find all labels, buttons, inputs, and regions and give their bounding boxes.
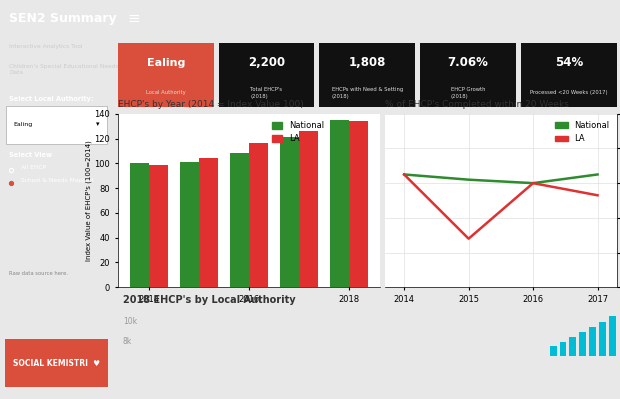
Bar	[580, 332, 587, 356]
Text: Select Local Authority:: Select Local Authority:	[9, 96, 94, 102]
Text: 54%: 54%	[555, 56, 583, 69]
Bar	[609, 316, 616, 356]
FancyBboxPatch shape	[4, 339, 108, 387]
Bar	[521, 43, 617, 107]
Text: Ealing: Ealing	[146, 58, 185, 68]
Text: 1,808: 1,808	[348, 56, 386, 69]
LA	[465, 236, 472, 241]
Text: SEN2 Summary: SEN2 Summary	[9, 12, 117, 26]
Bar	[130, 163, 149, 287]
Bar	[330, 120, 349, 287]
National	[401, 172, 408, 177]
Text: 2,200: 2,200	[248, 56, 285, 69]
Text: SOCIAL KEMISTRI  ♥: SOCIAL KEMISTRI ♥	[12, 359, 100, 367]
Bar	[149, 164, 168, 287]
Text: All EHCP: All EHCP	[20, 165, 46, 170]
Text: School & Needs Mapped: School & Needs Mapped	[20, 178, 93, 183]
LA	[594, 193, 601, 198]
Bar	[570, 337, 577, 356]
Legend: National, LA: National, LA	[268, 118, 327, 147]
Text: Children's Special Educational Needs
Data: Children's Special Educational Needs Dat…	[9, 64, 119, 75]
Text: EHCPs with Need & Setting
(2018): EHCPs with Need & Setting (2018)	[332, 87, 403, 99]
Text: 7.06%: 7.06%	[448, 56, 489, 69]
Line: National: National	[404, 174, 598, 183]
LA	[401, 172, 408, 177]
Y-axis label: Index Value of EHCP's (100=2014): Index Value of EHCP's (100=2014)	[85, 140, 92, 261]
Bar	[118, 43, 214, 107]
Text: Processed <20 Weeks (2017): Processed <20 Weeks (2017)	[530, 91, 608, 95]
Bar	[219, 43, 314, 107]
Text: ▾: ▾	[96, 121, 100, 128]
Text: Local Authority: Local Authority	[146, 91, 185, 95]
Bar	[280, 137, 299, 287]
Text: Ealing: Ealing	[14, 122, 33, 127]
Text: Total EHCP's
(2018): Total EHCP's (2018)	[250, 87, 283, 99]
Text: Select View: Select View	[9, 152, 52, 158]
Legend: National, LA: National, LA	[552, 118, 613, 147]
Bar	[319, 43, 415, 107]
Bar	[349, 121, 368, 287]
Text: % of EHCP's Completed within 20 Weeks: % of EHCP's Completed within 20 Weeks	[385, 100, 569, 109]
Line: LA: LA	[404, 174, 598, 239]
National	[529, 181, 537, 186]
FancyBboxPatch shape	[6, 106, 107, 144]
Bar	[549, 346, 557, 356]
National	[594, 172, 601, 177]
Text: 8k: 8k	[123, 338, 132, 346]
Bar	[249, 144, 268, 287]
Bar	[230, 153, 249, 287]
National	[465, 177, 472, 182]
Text: Raw data source here.: Raw data source here.	[9, 271, 68, 277]
Bar	[180, 162, 199, 287]
LA	[529, 181, 537, 186]
Text: 10k: 10k	[123, 317, 137, 326]
Text: EHCP's by Year (2014 = Index Value 100): EHCP's by Year (2014 = Index Value 100)	[118, 100, 304, 109]
Bar	[590, 327, 596, 356]
Bar	[559, 342, 567, 356]
Bar	[420, 43, 516, 107]
Text: EHCP Growth
(2018): EHCP Growth (2018)	[451, 87, 485, 99]
Text: Interactive Analytics Tool: Interactive Analytics Tool	[9, 44, 82, 49]
Bar	[199, 158, 218, 287]
Text: 2018 EHCP's by Local Authority: 2018 EHCP's by Local Authority	[123, 295, 295, 305]
Bar	[299, 131, 318, 287]
Text: ≡: ≡	[127, 12, 140, 26]
Bar	[600, 322, 606, 356]
